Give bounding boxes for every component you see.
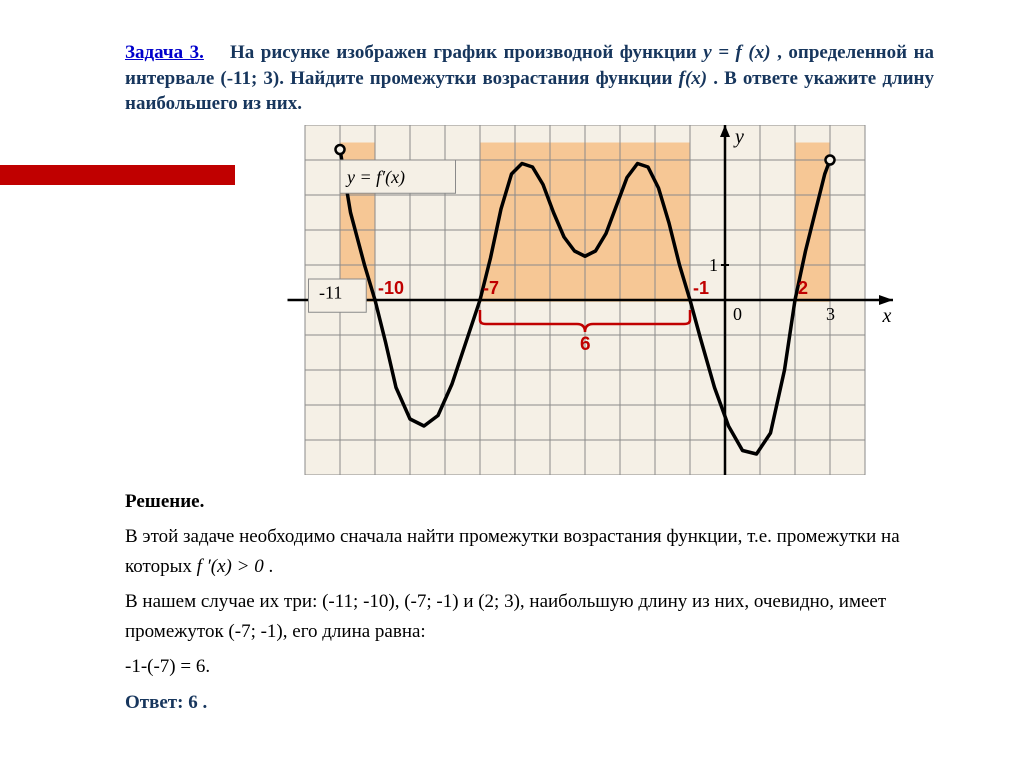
problem-eq-fx: f(x) xyxy=(679,68,707,89)
problem-eq-y: y = f (x) xyxy=(703,42,770,63)
svg-text:-1: -1 xyxy=(693,278,709,298)
problem-statement: Задача 3. На рисунке изображен график пр… xyxy=(125,40,934,117)
svg-text:x: x xyxy=(882,305,892,327)
svg-text:y = f′(x): y = f′(x) xyxy=(345,167,405,188)
solution-block: Решение. В этой задаче необходимо сначал… xyxy=(125,487,934,682)
task-label: Задача 3. xyxy=(125,42,204,63)
svg-text:0: 0 xyxy=(733,304,742,324)
svg-text:y: y xyxy=(733,126,744,148)
solution-line-1: В этой задаче необходимо сначала найти п… xyxy=(125,522,934,581)
svg-text:1: 1 xyxy=(709,255,718,275)
svg-text:3: 3 xyxy=(826,304,835,324)
svg-text:2: 2 xyxy=(798,278,808,298)
svg-text:-11: -11 xyxy=(319,282,342,302)
solution-line-2: В нашем случае их три: (-11; -10), (-7; … xyxy=(125,587,934,646)
solution-heading: Решение. xyxy=(125,487,934,516)
derivative-chart: y x 0 1 -11 3 y = f′(x) -10 -7 -1 2 6 xyxy=(270,125,900,475)
answer-line: Ответ: 6 . xyxy=(125,692,934,714)
slide-content: Задача 3. На рисунке изображен график пр… xyxy=(0,0,1024,734)
svg-text:6: 6 xyxy=(580,334,591,355)
problem-text-1: На рисунке изображен график производной … xyxy=(230,42,703,63)
chart-container: y x 0 1 -11 3 y = f′(x) -10 -7 -1 2 6 xyxy=(270,125,934,475)
svg-text:-7: -7 xyxy=(483,278,499,298)
svg-text:-10: -10 xyxy=(378,278,404,298)
solution-line-3: -1-(-7) = 6. xyxy=(125,652,934,681)
